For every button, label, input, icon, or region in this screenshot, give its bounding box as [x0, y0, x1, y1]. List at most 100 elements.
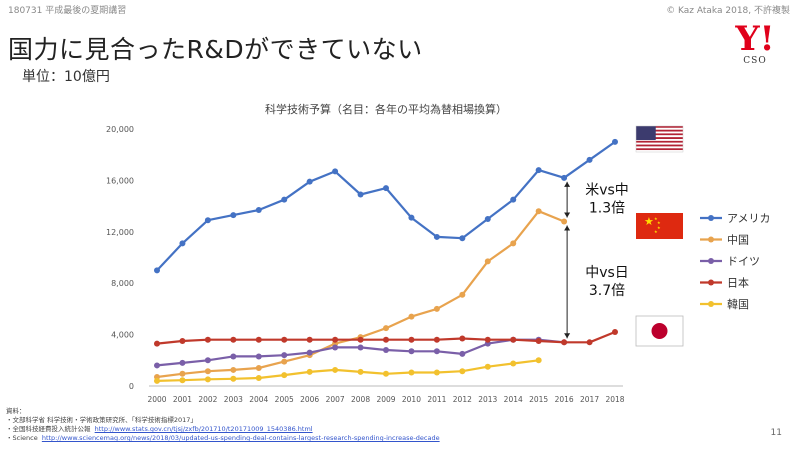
data-point: [255, 336, 262, 343]
legend-label: 韓国: [727, 298, 749, 311]
x-tick-label: 2001: [173, 395, 192, 404]
x-tick-label: 2008: [351, 395, 370, 404]
data-point: [306, 336, 313, 343]
data-point: [204, 368, 211, 375]
y-tick-label: 16,000: [106, 176, 134, 185]
us-flag-stripe: [636, 135, 683, 138]
data-point: [408, 348, 415, 355]
header-event-label: 180731 平成最後の夏期講習: [8, 6, 127, 16]
source-link[interactable]: http://www.stats.gov.cn/tjsj/zxfb/201710…: [94, 425, 313, 433]
slide-title: 国力に見合ったR&Dができていない: [8, 35, 423, 64]
data-point: [408, 336, 415, 343]
data-point: [204, 336, 211, 343]
data-point: [255, 206, 262, 213]
data-point: [561, 339, 568, 346]
y-tick-label: 0: [129, 382, 134, 391]
data-point: [332, 344, 339, 351]
china-flag-star: ★: [654, 216, 658, 221]
data-point: [230, 353, 237, 360]
sources-block: 資料： ・文部科学省 科学技術・学術政策研究所、「科学技術指標2017」 ・全国…: [6, 407, 440, 443]
data-point: [561, 174, 568, 181]
x-tick-label: 2009: [376, 395, 395, 404]
bracket-arrowhead: [564, 212, 571, 218]
data-point: [484, 336, 491, 343]
data-point: [586, 339, 593, 346]
data-point: [332, 366, 339, 373]
unit-label: 単位：10億円: [22, 69, 110, 85]
data-point: [433, 305, 440, 312]
data-point: [459, 350, 466, 357]
data-point: [561, 218, 568, 225]
us-flag-stripe: [636, 142, 683, 145]
legend-marker: [708, 258, 714, 264]
annotation-label: 中vs日: [585, 265, 629, 281]
data-point: [179, 338, 186, 345]
annotation-label: 米vs中: [585, 183, 629, 199]
x-tick-label: 2011: [427, 395, 446, 404]
y-tick-label: 12,000: [106, 228, 134, 237]
data-point: [535, 167, 542, 174]
x-tick-label: 2013: [478, 395, 497, 404]
x-tick-label: 2007: [326, 395, 345, 404]
x-tick-label: 2004: [249, 395, 268, 404]
data-point: [408, 313, 415, 320]
china-flag-star: ★: [654, 229, 658, 234]
copyright-notice: © Kaz Ataka 2018, 不許複製: [666, 6, 790, 16]
data-point: [586, 156, 593, 163]
data-point: [179, 370, 186, 377]
us-flag-stripe: [636, 150, 683, 152]
x-tick-label: 2014: [504, 395, 523, 404]
data-point: [281, 352, 288, 359]
chart-title: 科学技術予算（名目：各年の平均為替相場換算）: [265, 102, 507, 116]
data-point: [510, 240, 517, 247]
data-point: [357, 191, 364, 198]
legend-label: 中国: [727, 234, 749, 247]
data-point: [204, 217, 211, 224]
legend-marker: [708, 279, 714, 286]
source-item: ・全国科技経費投入統計公報 http://www.stats.gov.cn/tj…: [6, 425, 440, 434]
data-point: [179, 377, 186, 384]
data-point: [179, 359, 186, 366]
legend-marker: [708, 301, 714, 307]
source-link[interactable]: http://www.sciencemag.org/news/2018/03/u…: [41, 434, 440, 442]
data-point: [408, 369, 415, 376]
data-point: [510, 196, 517, 203]
legend-label: アメリカ: [727, 212, 770, 225]
data-point: [306, 178, 313, 185]
china-flag-icon: [636, 213, 683, 239]
bracket-arrowhead: [564, 181, 571, 187]
series-line: [156, 210, 565, 379]
china-flag-star: ★: [657, 225, 661, 230]
data-point: [281, 336, 288, 343]
data-point: [535, 208, 542, 215]
data-point: [459, 368, 466, 375]
data-point: [535, 357, 542, 364]
data-point: [179, 240, 186, 247]
data-point: [510, 336, 517, 343]
data-point: [255, 375, 262, 382]
logo-subtitle: CSO: [743, 56, 767, 66]
data-point: [459, 235, 466, 242]
source-text: ・文部科学省 科学技術・学術政策研究所、「科学技術指標2017」: [6, 416, 197, 424]
annotation-value: 3.7倍: [589, 283, 625, 299]
data-point: [230, 212, 237, 219]
us-flag-stripe: [636, 133, 683, 136]
data-point: [332, 336, 339, 343]
data-point: [484, 215, 491, 222]
data-point: [154, 377, 160, 384]
data-point: [357, 336, 364, 343]
data-point: [154, 340, 160, 347]
data-point: [204, 357, 211, 364]
bracket-arrowhead: [564, 225, 571, 231]
data-point: [383, 347, 389, 354]
data-point: [510, 360, 517, 367]
legend-marker: [708, 215, 714, 221]
data-point: [230, 366, 237, 373]
data-point: [255, 365, 262, 372]
data-point: [306, 368, 313, 375]
data-point: [332, 168, 339, 175]
logo-mark: Y!: [735, 19, 775, 59]
y-tick-label: 20,000: [106, 125, 134, 134]
data-point: [535, 338, 542, 345]
japan-flag-disc: [651, 323, 668, 339]
